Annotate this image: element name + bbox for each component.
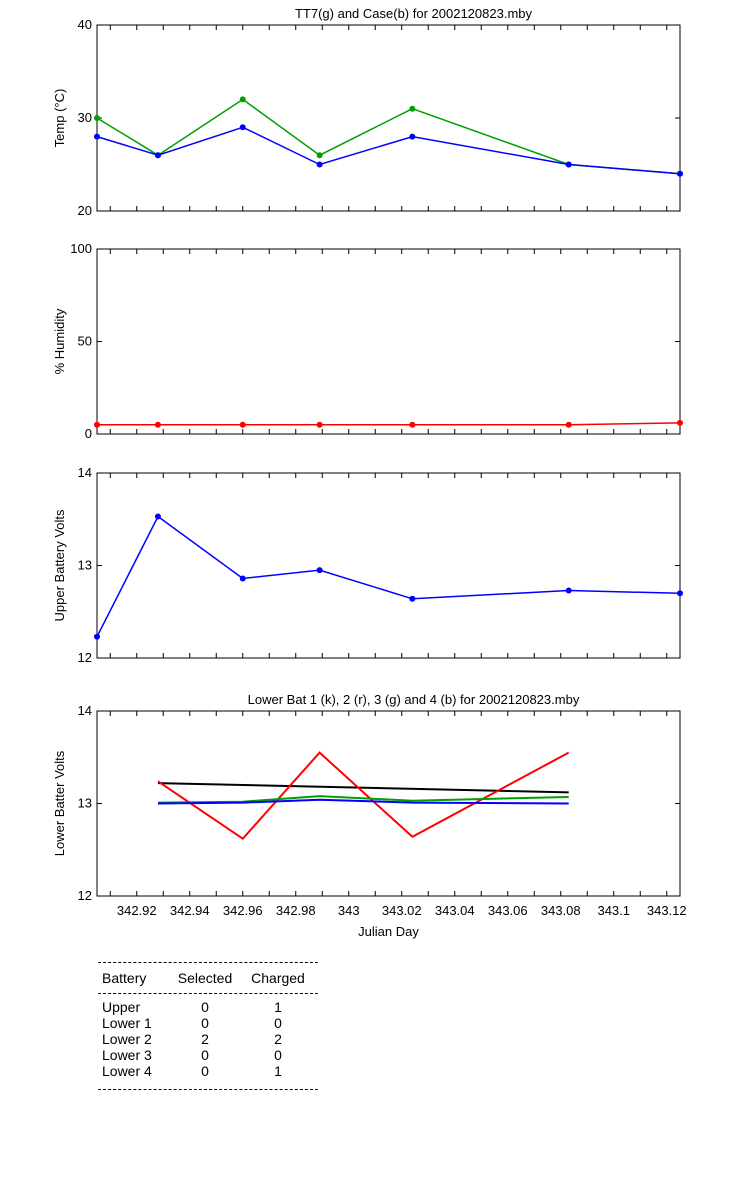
- data-point: [94, 133, 100, 140]
- x-tick-label: 343.02: [382, 903, 422, 918]
- x-tick-label: 343.08: [541, 903, 581, 918]
- data-point: [565, 161, 572, 168]
- chart-panel-2: 0 50 100 % Humidity: [52, 241, 683, 441]
- series-line-4: [157, 798, 569, 805]
- y-axis-label: Lower Batter Volts: [52, 750, 67, 856]
- table-row: Lower 4 0 1: [98, 1063, 318, 1079]
- y-tick-label: 50: [78, 334, 92, 349]
- data-point: [409, 595, 416, 602]
- chart-panel-4: 12 13 14 Lower Bat 1 (k), 2 (r), 3 (g) and …: [52, 692, 687, 939]
- data-point: [409, 421, 416, 428]
- row-battery: Lower 2: [102, 1031, 152, 1047]
- series-line-1: [96, 515, 681, 638]
- y-tick-label: 100: [70, 241, 92, 256]
- header-battery: Battery: [102, 970, 147, 986]
- row-selected: 0: [201, 999, 209, 1015]
- table-row: Lower 1 0 0: [98, 1015, 318, 1031]
- data-point: [677, 419, 683, 426]
- data-point: [154, 421, 161, 428]
- data-point: [154, 513, 161, 520]
- y-tick-label: 12: [78, 650, 92, 665]
- data-point: [677, 590, 683, 597]
- data-point: [94, 115, 100, 121]
- table-row: Upper 0 1: [98, 999, 318, 1015]
- chart-title: Lower Bat 1 (k), 2 (r), 3 (g) and 4 (b) …: [248, 692, 580, 707]
- table-row: Lower 2 2 2: [98, 1031, 318, 1047]
- y-axis-label: Temp (°C): [52, 89, 67, 148]
- series-line-2: [157, 751, 570, 841]
- data-point: [677, 170, 683, 177]
- y-tick-label: 40: [78, 17, 92, 32]
- y-axis-label: % Humidity: [52, 308, 67, 374]
- table-row: Lower 3 0 0: [98, 1047, 318, 1063]
- data-point: [316, 567, 323, 574]
- figure: 20 30 40 TT7(g) and Case(b) for 2002120823.…: [52, 6, 687, 939]
- series-line-2: [96, 126, 681, 175]
- y-tick-label: 20: [78, 203, 92, 218]
- x-tick-label: 343: [338, 903, 360, 918]
- row-selected: 0: [201, 1047, 209, 1063]
- x-tick-label: 342.98: [276, 903, 316, 918]
- row-selected: 2: [201, 1031, 209, 1047]
- plot-frame: [96, 248, 681, 435]
- y-tick-label: 12: [78, 888, 92, 903]
- row-battery: Lower 3: [102, 1047, 152, 1063]
- data-point: [565, 587, 572, 594]
- series-line-1: [97, 422, 681, 426]
- data-point: [316, 161, 323, 168]
- x-tick-label: 342.92: [117, 903, 157, 918]
- row-selected: 0: [201, 1063, 209, 1079]
- row-battery: Lower 4: [102, 1063, 152, 1079]
- chart-panel-1: 20 30 40 TT7(g) and Case(b) for 2002120823.…: [52, 6, 683, 218]
- row-charged: 2: [274, 1031, 282, 1047]
- plot-frame: [96, 472, 681, 659]
- x-tick-label: 343.1: [597, 903, 630, 918]
- row-battery: Upper: [102, 999, 141, 1015]
- table-rule-bottom: [98, 1089, 318, 1090]
- series-line-1: [96, 98, 681, 175]
- data-point: [94, 633, 100, 640]
- y-tick-label: 0: [85, 426, 92, 441]
- y-tick-label: 14: [78, 703, 92, 718]
- battery-status-table: Battery Selected Charged Upper 0 1 Lower…: [98, 962, 318, 1090]
- row-charged: 0: [274, 1047, 282, 1063]
- data-point: [239, 421, 246, 428]
- data-point: [154, 152, 161, 159]
- row-selected: 0: [201, 1015, 209, 1031]
- table-rule-top: [98, 962, 318, 963]
- data-point: [239, 124, 246, 131]
- chart-title: TT7(g) and Case(b) for 2002120823.mby: [295, 6, 533, 21]
- x-tick-label: 343.12: [647, 903, 687, 918]
- table-rule-middle: [98, 993, 318, 994]
- y-tick-label: 13: [78, 558, 92, 573]
- row-charged: 1: [274, 999, 282, 1015]
- header-selected: Selected: [177, 970, 233, 986]
- x-tick-label: 343.04: [435, 903, 475, 918]
- data-point: [316, 152, 323, 159]
- data-point: [565, 421, 572, 428]
- y-axis-label: Upper Battery Volts: [52, 509, 67, 621]
- data-point: [409, 133, 416, 140]
- row-battery: Lower 1: [102, 1015, 152, 1031]
- y-tick-label: 14: [78, 465, 92, 480]
- header-charged: Charged: [251, 970, 305, 986]
- chart-panel-3: 12 13 14 Upper Battery Volts: [52, 465, 683, 665]
- x-axis-label: Julian Day: [358, 924, 419, 939]
- x-tick-label: 342.96: [223, 903, 263, 918]
- data-point: [94, 421, 100, 428]
- data-point: [239, 575, 246, 582]
- table-header-row: Battery Selected Charged: [98, 963, 318, 993]
- x-tick-label: 343.06: [488, 903, 528, 918]
- y-tick-label: 30: [78, 110, 92, 125]
- row-charged: 1: [274, 1063, 282, 1079]
- plot-frame: [96, 24, 681, 212]
- data-point: [239, 96, 246, 103]
- data-point: [316, 421, 323, 428]
- x-tick-label: 342.94: [170, 903, 210, 918]
- series-line-1: [157, 782, 569, 794]
- y-tick-label: 13: [78, 796, 92, 811]
- data-point: [409, 105, 416, 112]
- row-charged: 0: [274, 1015, 282, 1031]
